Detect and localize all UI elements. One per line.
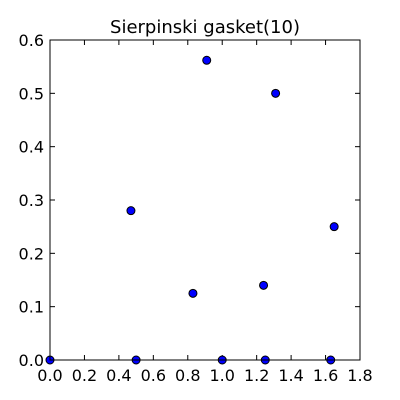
data-points xyxy=(45,55,339,365)
data-point xyxy=(271,88,281,98)
axis-ticks: 0.0 0.2 0.4 0.6 0.8 1.0 1.2 1.4 1.6 1.8 0.0 0.1 0.2 0… xyxy=(19,31,373,385)
x-tick-label: 1.2 xyxy=(244,366,269,385)
x-tick-label: 0.6 xyxy=(141,366,166,385)
y-tick-label: 0.6 xyxy=(19,31,44,50)
x-tick-label: 0.2 xyxy=(72,366,97,385)
x-tick-label: 0.8 xyxy=(175,366,200,385)
y-tick-label: 0.5 xyxy=(19,84,44,103)
y-tick-label: 0.2 xyxy=(19,244,44,263)
data-point xyxy=(329,222,339,232)
data-point xyxy=(259,280,269,290)
data-point xyxy=(202,55,212,65)
x-tick-label: 1.6 xyxy=(313,366,338,385)
x-tick-label: 0.4 xyxy=(106,366,131,385)
plot-frame xyxy=(49,39,361,361)
data-point xyxy=(126,206,136,216)
y-tick-label: 0.1 xyxy=(19,298,44,317)
y-tick-label: 0.0 xyxy=(19,351,44,370)
x-tick-label: 1.4 xyxy=(278,366,303,385)
x-tick-label: 1.8 xyxy=(347,366,372,385)
y-tick-label: 0.3 xyxy=(19,191,44,210)
data-point xyxy=(188,288,198,298)
chart-title: Sierpinski gasket(10) xyxy=(110,17,300,38)
x-tick-label: 1.0 xyxy=(209,366,234,385)
x-tick-label: 0.0 xyxy=(37,366,62,385)
y-tick-label: 0.4 xyxy=(19,138,44,157)
